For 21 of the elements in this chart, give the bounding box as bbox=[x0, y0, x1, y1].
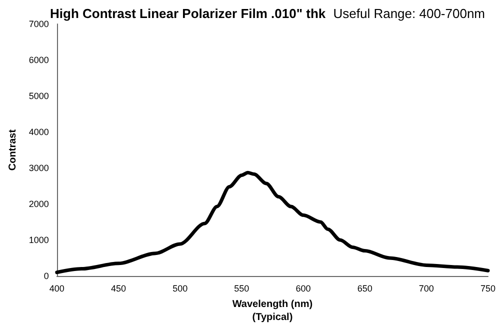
x-tick-label: 650 bbox=[357, 284, 372, 294]
x-tick-label: 700 bbox=[418, 284, 434, 294]
x-tick-label: 450 bbox=[110, 284, 126, 294]
y-tick-label: 5000 bbox=[28, 91, 49, 101]
y-tick-label: 4000 bbox=[28, 127, 49, 137]
x-axis-title: Wavelength (nm) (Typical) bbox=[232, 299, 313, 323]
x-tick-label: 600 bbox=[296, 284, 311, 294]
y-tick-label: 1000 bbox=[28, 235, 49, 245]
y-tick-label: 6000 bbox=[28, 55, 49, 65]
x-tick-label: 500 bbox=[172, 284, 188, 294]
x-tick-label: 550 bbox=[234, 284, 250, 294]
y-tick-label: 7000 bbox=[28, 19, 49, 29]
x-tick-label: 750 bbox=[480, 284, 496, 294]
y-tick-label: 0 bbox=[44, 271, 49, 281]
line-series bbox=[55, 170, 490, 274]
y-axis-title: Contrast bbox=[8, 128, 18, 171]
y-tick-label: 3000 bbox=[28, 163, 49, 173]
chart-title: High Contrast Linear Polarizer Film .010" thk bbox=[50, 6, 326, 21]
y-tick-label: 2000 bbox=[28, 199, 49, 209]
x-tick-label: 400 bbox=[49, 284, 64, 294]
chart-subtitle: Useful Range: 400-700nm bbox=[333, 6, 486, 21]
